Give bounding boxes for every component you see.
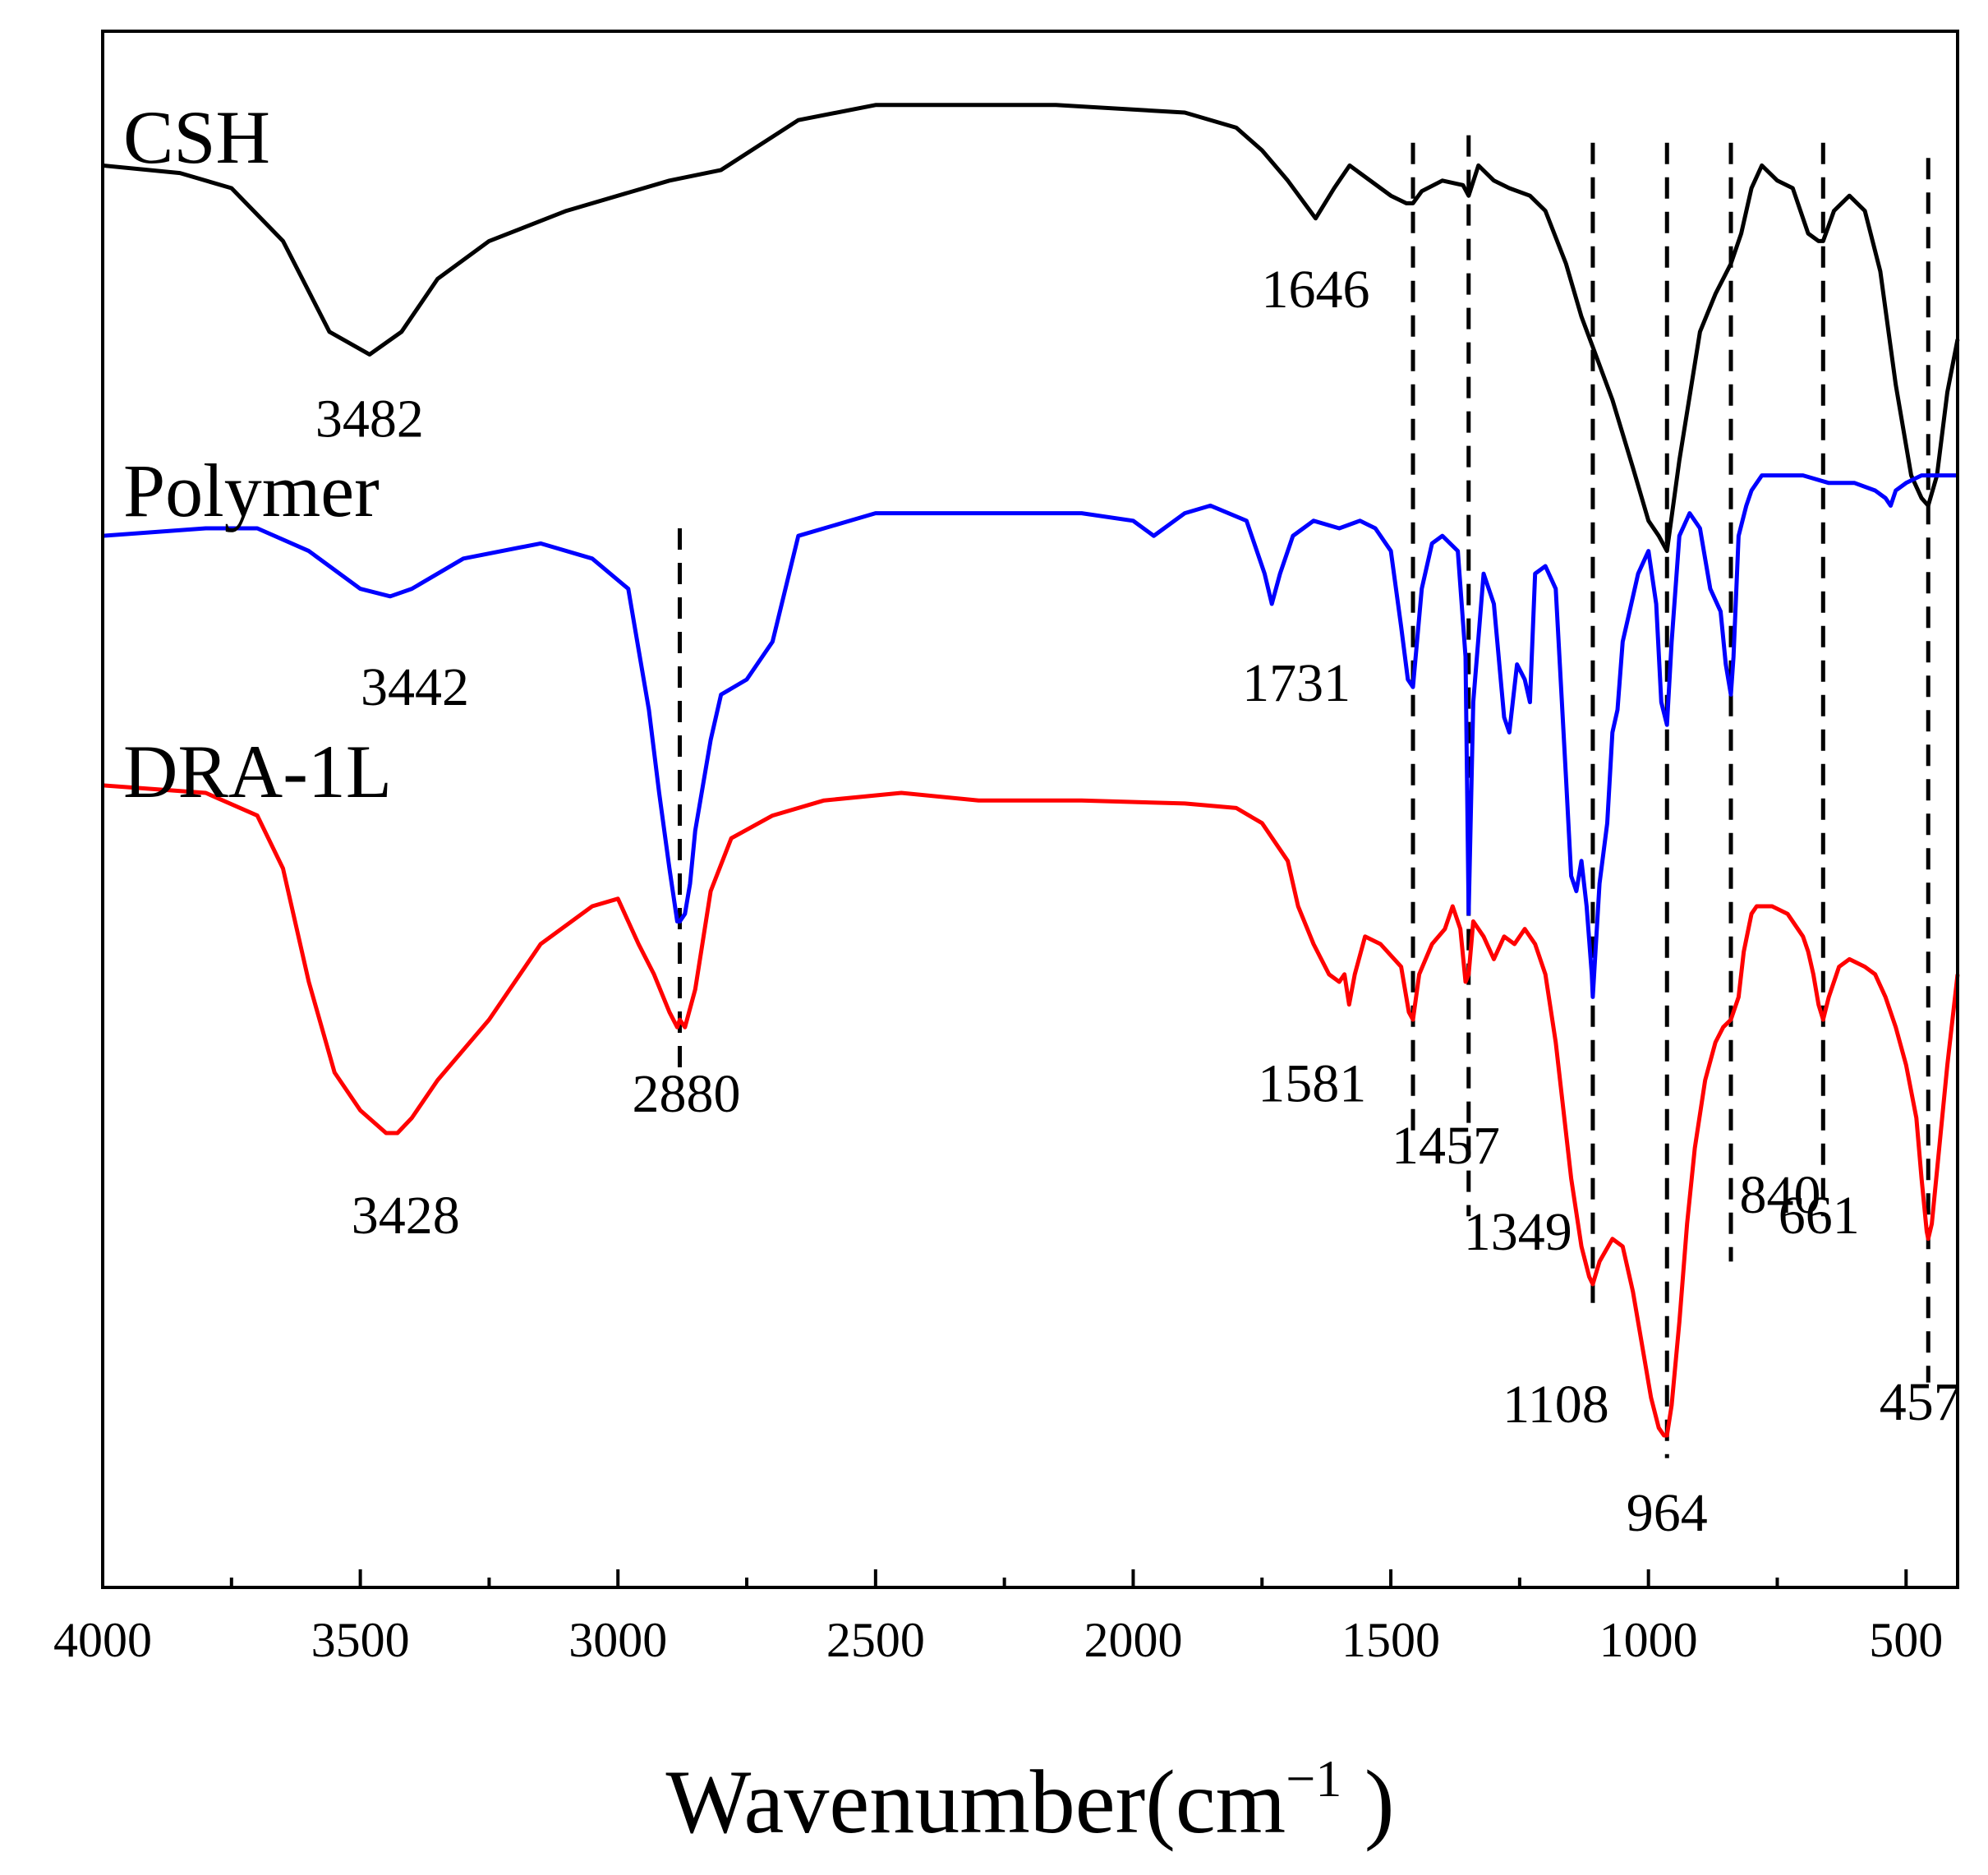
- peak-label-2880: 2880: [632, 1064, 740, 1124]
- series-layer: [102, 103, 1960, 1438]
- x-axis-title-superscript: −1: [1286, 1749, 1341, 1808]
- x-tick-label: 2500: [826, 1613, 925, 1667]
- peak-label-840: 840: [1740, 1165, 1821, 1225]
- peak-label-3428: 3428: [352, 1186, 460, 1246]
- peak-label-964: 964: [1627, 1483, 1708, 1543]
- peak-label-3482: 3482: [315, 389, 424, 449]
- x-tick-label: 500: [1869, 1613, 1943, 1667]
- x-tick-label: 1500: [1341, 1613, 1440, 1667]
- peak-label-1581: 1581: [1258, 1054, 1366, 1114]
- series-label-polymer: Polymer: [123, 449, 380, 532]
- x-tick-label: 3000: [568, 1613, 667, 1667]
- x-tick-label: 2000: [1084, 1613, 1182, 1667]
- x-tick-label: 1000: [1599, 1613, 1698, 1667]
- x-axis-title-close: ): [1341, 1752, 1394, 1852]
- series-label-dra-1l: DRA-1L: [123, 730, 392, 813]
- peak-label-661: 661: [1779, 1186, 1860, 1246]
- peak-labels: 3482 1646 3442 1731 3428 2880 1581 1457 1349 1108…: [315, 260, 1961, 1543]
- x-tick-label: 3500: [311, 1613, 410, 1667]
- peak-label-457: 457: [1880, 1372, 1961, 1432]
- peak-label-1646: 1646: [1261, 260, 1369, 320]
- series-line-polymer: [102, 473, 1958, 999]
- peak-label-1457: 1457: [1392, 1116, 1500, 1176]
- x-tick-label: 4000: [53, 1613, 152, 1667]
- peak-label-1108: 1108: [1503, 1375, 1609, 1435]
- reference-lines: [677, 135, 1930, 1458]
- plot-frame: [101, 30, 1959, 1589]
- series-line-dra-1l: [102, 783, 1960, 1438]
- peak-label-1731: 1731: [1242, 653, 1351, 713]
- x-axis: 4000 3500 3000 2500 2000 1500 1000 500: [53, 1569, 1943, 1667]
- x-axis-title-main: Wavenumber(cm: [666, 1752, 1286, 1852]
- x-axis-title: Wavenumber(cm−1 ): [666, 1749, 1395, 1852]
- series-labels: CSH Polymer DRA-1L: [123, 95, 392, 813]
- series-line-csh: [102, 103, 1960, 554]
- series-label-csh: CSH: [123, 95, 270, 179]
- peak-label-3442: 3442: [361, 657, 469, 717]
- peak-label-1349: 1349: [1464, 1202, 1572, 1262]
